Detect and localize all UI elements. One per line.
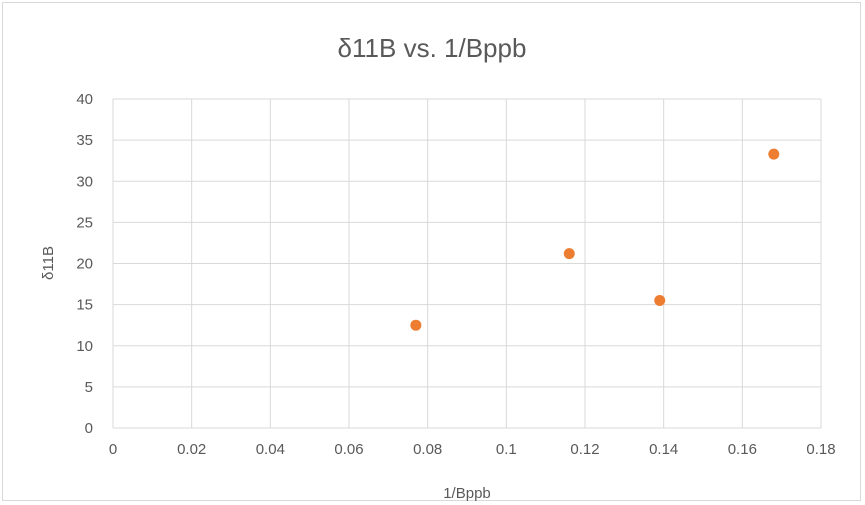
y-tick-label: 10 <box>76 338 93 355</box>
x-tick-label: 0.08 <box>413 441 442 458</box>
y-axis-label: δ11B <box>40 246 57 280</box>
x-tick-label: 0 <box>109 441 117 458</box>
x-tick-label: 0.18 <box>806 441 835 458</box>
y-tick-label: 35 <box>76 132 93 149</box>
x-tick-label: 0.14 <box>649 441 678 458</box>
gridlines <box>112 98 822 429</box>
data-point <box>654 295 666 307</box>
x-tick-label: 0.1 <box>496 441 517 458</box>
y-axis-ticks: 0 5 10 15 20 25 30 35 40 <box>76 91 93 437</box>
y-tick-label: 15 <box>76 297 93 314</box>
chart-title: δ11B vs. 1/Bppb <box>338 33 527 63</box>
data-point <box>410 319 422 331</box>
data-points <box>410 148 780 331</box>
y-tick-label: 20 <box>76 256 93 273</box>
x-axis-label: 1/Bppb <box>443 485 491 502</box>
x-tick-label: 0.16 <box>728 441 757 458</box>
y-tick-label: 40 <box>76 91 93 108</box>
x-tick-label: 0.02 <box>177 441 206 458</box>
x-tick-label: 0.06 <box>334 441 363 458</box>
x-tick-label: 0.12 <box>570 441 599 458</box>
data-point <box>768 148 780 160</box>
y-tick-label: 0 <box>85 420 93 437</box>
y-tick-label: 5 <box>85 379 93 396</box>
x-axis-ticks: 0 0.02 0.04 0.06 0.08 0.1 0.12 0.14 0.16 0.18 <box>109 441 836 458</box>
x-tick-label: 0.04 <box>256 441 285 458</box>
data-point <box>563 248 575 260</box>
y-tick-label: 30 <box>76 173 93 190</box>
y-tick-label: 25 <box>76 214 93 231</box>
